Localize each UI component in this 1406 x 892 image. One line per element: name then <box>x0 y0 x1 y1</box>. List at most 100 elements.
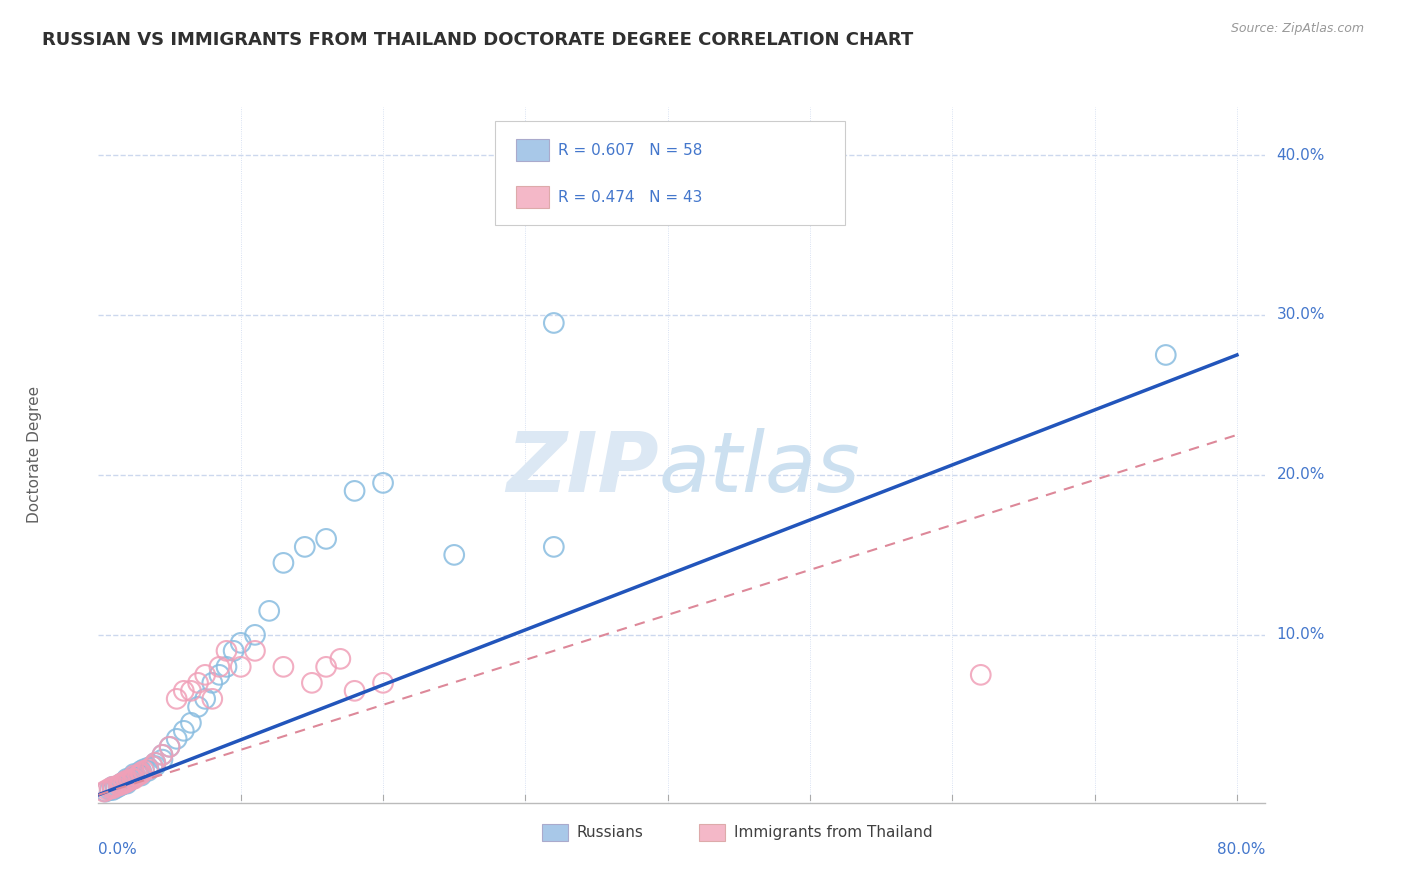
Point <box>118 773 141 788</box>
Point <box>104 781 127 796</box>
Point <box>129 767 152 781</box>
Point <box>115 773 138 788</box>
Point <box>273 556 295 570</box>
Point <box>343 483 366 498</box>
Point <box>173 723 195 738</box>
Point <box>208 660 231 674</box>
Point <box>96 783 118 797</box>
Point <box>201 691 224 706</box>
Point <box>208 668 231 682</box>
Point <box>159 739 181 754</box>
Text: RUSSIAN VS IMMIGRANTS FROM THAILAND DOCTORATE DEGREE CORRELATION CHART: RUSSIAN VS IMMIGRANTS FROM THAILAND DOCT… <box>42 31 914 49</box>
Point <box>166 691 188 706</box>
Point <box>112 776 135 790</box>
Point <box>152 753 174 767</box>
Point <box>141 759 163 773</box>
Point <box>118 773 141 788</box>
Point <box>194 691 217 706</box>
Point <box>136 764 159 778</box>
Point <box>110 776 132 790</box>
Text: Source: ZipAtlas.com: Source: ZipAtlas.com <box>1230 22 1364 36</box>
Point <box>122 770 145 784</box>
Point <box>657 156 679 170</box>
Point <box>112 776 135 790</box>
Point <box>301 676 323 690</box>
Point <box>129 765 152 780</box>
Bar <box>516 139 548 161</box>
Point <box>101 781 124 796</box>
Point <box>136 762 159 776</box>
Point <box>294 540 316 554</box>
Point <box>222 644 245 658</box>
Point <box>112 775 135 789</box>
Point <box>115 773 138 788</box>
Point <box>166 731 188 746</box>
Point <box>173 683 195 698</box>
Point <box>443 548 465 562</box>
Point <box>98 781 121 796</box>
FancyBboxPatch shape <box>495 121 845 226</box>
Text: Immigrants from Thailand: Immigrants from Thailand <box>734 824 934 839</box>
Point <box>129 765 152 780</box>
Point <box>273 660 295 674</box>
Point <box>215 644 238 658</box>
Point <box>243 644 266 658</box>
Point <box>108 778 131 792</box>
Point <box>143 756 166 770</box>
Point <box>152 747 174 762</box>
Point <box>115 775 138 789</box>
Text: R = 0.474   N = 43: R = 0.474 N = 43 <box>558 190 703 205</box>
Point <box>315 660 337 674</box>
Point <box>122 772 145 786</box>
Text: 20.0%: 20.0% <box>1277 467 1324 483</box>
Point <box>180 683 202 698</box>
Point <box>122 769 145 783</box>
Point <box>143 756 166 770</box>
Point <box>1154 348 1177 362</box>
Text: 80.0%: 80.0% <box>1218 842 1265 856</box>
Point <box>115 776 138 790</box>
Text: ZIP: ZIP <box>506 428 658 509</box>
Point <box>141 759 163 773</box>
Point <box>229 636 252 650</box>
Point <box>104 780 127 794</box>
Point <box>122 767 145 781</box>
Point <box>101 783 124 797</box>
Point <box>110 776 132 790</box>
Point <box>108 778 131 792</box>
Bar <box>699 823 725 841</box>
Point <box>315 532 337 546</box>
Point <box>180 715 202 730</box>
Point <box>110 778 132 792</box>
Point <box>159 739 181 754</box>
Point <box>101 780 124 794</box>
Point <box>108 778 131 792</box>
Point <box>98 783 121 797</box>
Point <box>201 676 224 690</box>
Point <box>121 772 143 786</box>
Point <box>112 776 135 790</box>
Point <box>107 778 129 792</box>
Point <box>127 767 149 781</box>
Point <box>129 769 152 783</box>
Point <box>118 772 141 786</box>
Point <box>329 652 352 666</box>
Point <box>970 668 993 682</box>
Point <box>543 316 565 330</box>
Point <box>257 604 280 618</box>
Point <box>136 761 159 775</box>
Point <box>143 759 166 773</box>
Point <box>122 769 145 783</box>
Point <box>194 668 217 682</box>
Point <box>127 769 149 783</box>
Point <box>243 628 266 642</box>
Text: 0.0%: 0.0% <box>98 842 138 856</box>
Point <box>112 775 135 789</box>
Text: Russians: Russians <box>576 824 644 839</box>
Text: 40.0%: 40.0% <box>1277 147 1324 162</box>
Text: Doctorate Degree: Doctorate Degree <box>27 386 42 524</box>
Text: 10.0%: 10.0% <box>1277 627 1324 642</box>
Point <box>107 780 129 794</box>
Point <box>132 762 155 776</box>
Point <box>187 699 209 714</box>
